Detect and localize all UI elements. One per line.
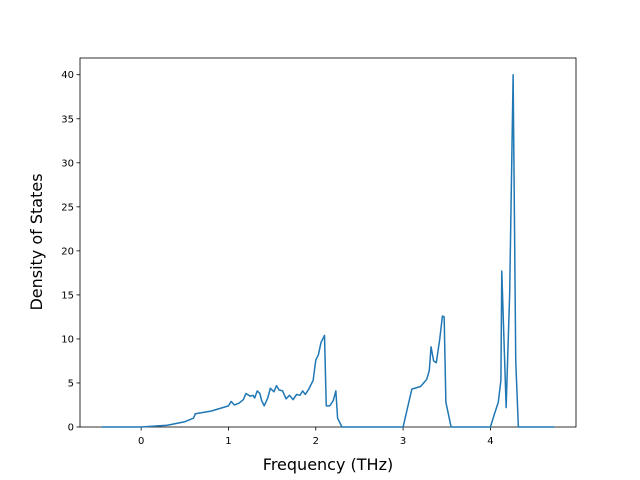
y-tick-label: 40 — [61, 70, 74, 81]
x-axis-label: Frequency (THz) — [263, 455, 393, 474]
y-tick-label: 5 — [68, 378, 74, 389]
y-axis-label: Density of States — [27, 173, 46, 310]
data-line — [101, 73, 555, 428]
y-tick-label: 20 — [61, 246, 74, 257]
x-tick-label: 0 — [138, 436, 144, 447]
x-tick-label: 2 — [313, 436, 319, 447]
y-tick-label: 25 — [61, 202, 74, 213]
y-tick-label: 30 — [61, 158, 74, 169]
x-tick-label: 3 — [400, 436, 406, 447]
plot-frame — [79, 57, 577, 428]
y-tick-label: 0 — [68, 423, 74, 434]
x-tick-label: 1 — [225, 436, 231, 447]
y-tick-label: 35 — [61, 114, 74, 125]
x-tick-label: 4 — [487, 436, 493, 447]
y-tick-label: 15 — [61, 290, 74, 301]
y-tick-label: 10 — [61, 334, 74, 345]
